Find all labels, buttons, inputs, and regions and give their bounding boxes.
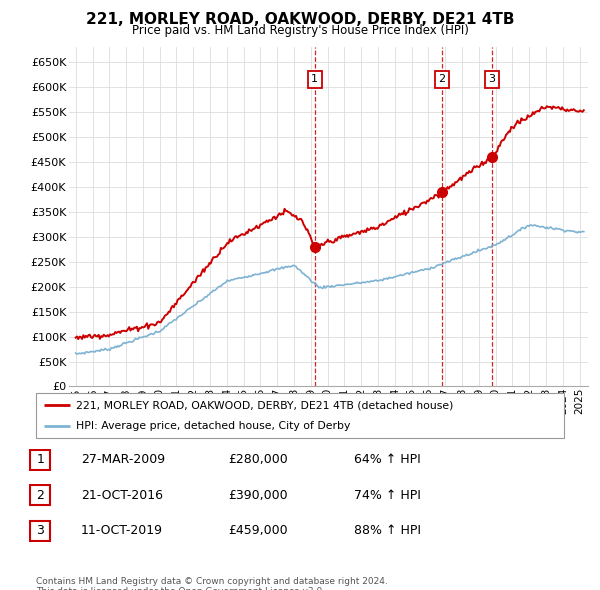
Text: £390,000: £390,000: [228, 489, 287, 502]
Text: Price paid vs. HM Land Registry's House Price Index (HPI): Price paid vs. HM Land Registry's House …: [131, 24, 469, 37]
Text: 64% ↑ HPI: 64% ↑ HPI: [354, 453, 421, 467]
Text: 2: 2: [36, 489, 44, 502]
Text: 11-OCT-2019: 11-OCT-2019: [81, 524, 163, 537]
Text: 88% ↑ HPI: 88% ↑ HPI: [354, 524, 421, 537]
Text: Contains HM Land Registry data © Crown copyright and database right 2024.
This d: Contains HM Land Registry data © Crown c…: [36, 577, 388, 590]
Text: £280,000: £280,000: [228, 453, 288, 467]
Text: £459,000: £459,000: [228, 524, 287, 537]
Text: 27-MAR-2009: 27-MAR-2009: [81, 453, 165, 467]
Text: 3: 3: [488, 74, 496, 84]
Text: 1: 1: [36, 453, 44, 467]
Text: 1: 1: [311, 74, 318, 84]
Text: 74% ↑ HPI: 74% ↑ HPI: [354, 489, 421, 502]
Text: 21-OCT-2016: 21-OCT-2016: [81, 489, 163, 502]
Text: 2: 2: [439, 74, 445, 84]
Text: 221, MORLEY ROAD, OAKWOOD, DERBY, DE21 4TB (detached house): 221, MORLEY ROAD, OAKWOOD, DERBY, DE21 4…: [76, 400, 453, 410]
Text: 221, MORLEY ROAD, OAKWOOD, DERBY, DE21 4TB: 221, MORLEY ROAD, OAKWOOD, DERBY, DE21 4…: [86, 12, 514, 27]
Text: HPI: Average price, detached house, City of Derby: HPI: Average price, detached house, City…: [76, 421, 350, 431]
Text: 3: 3: [36, 524, 44, 537]
